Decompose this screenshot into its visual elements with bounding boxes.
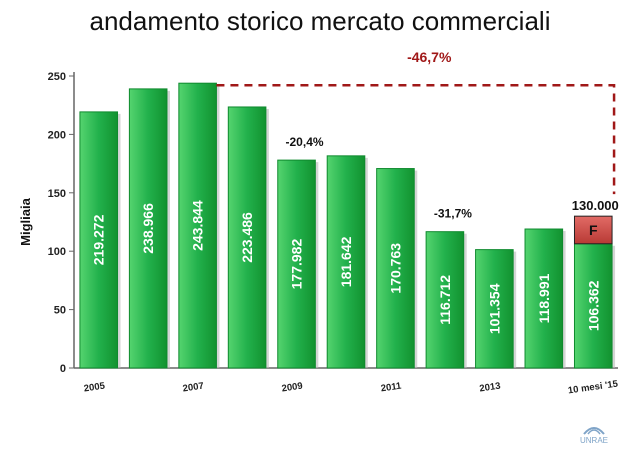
y-tick-label: 100 bbox=[48, 246, 66, 258]
x-tick-label: 2013 bbox=[479, 381, 501, 395]
x-tick-label: 2011 bbox=[380, 381, 403, 395]
forecast-total-label: 130.000 bbox=[572, 198, 619, 213]
bar bbox=[79, 111, 119, 369]
bar bbox=[376, 168, 415, 369]
y-tick-label: 50 bbox=[54, 305, 66, 317]
bar bbox=[227, 106, 267, 369]
bar bbox=[425, 231, 465, 369]
bar-value-label: 238.966 bbox=[140, 203, 156, 254]
bar-value-label: 223.486 bbox=[239, 212, 255, 263]
forecast-marker: F bbox=[589, 222, 598, 238]
bar bbox=[475, 249, 514, 369]
percent-change-dashed-line bbox=[216, 83, 616, 195]
y-tick-label: 250 bbox=[48, 71, 66, 83]
bar-value-label: 170.763 bbox=[387, 243, 403, 294]
bar bbox=[573, 243, 613, 369]
x-tick-label: 2009 bbox=[281, 381, 303, 395]
svg-text:UNRAE: UNRAE bbox=[580, 436, 608, 445]
percent-change-annotation: -31,7% bbox=[434, 207, 472, 221]
bar bbox=[524, 228, 564, 369]
x-tick-label: 2005 bbox=[83, 381, 106, 395]
bar bbox=[277, 159, 316, 369]
bar-value-label: 181.642 bbox=[338, 236, 354, 287]
bar-value-label: 219.272 bbox=[91, 214, 107, 265]
bar-value-label: 106.362 bbox=[585, 280, 601, 331]
y-axis-label: Migliaia bbox=[18, 197, 33, 245]
y-tick-label: 200 bbox=[48, 129, 66, 141]
percent-change-annotation: -46,7% bbox=[407, 49, 452, 65]
forecast-bar bbox=[573, 215, 613, 245]
bar bbox=[128, 88, 168, 369]
y-tick-label: 0 bbox=[60, 363, 66, 375]
x-tick-label: 10 mesi '15 bbox=[567, 378, 619, 396]
x-tick-label: 2007 bbox=[182, 381, 204, 395]
bar-value-label: 116.712 bbox=[437, 275, 453, 325]
bar-value-label: 101.354 bbox=[486, 283, 502, 334]
bar-value-label: 177.982 bbox=[289, 239, 305, 290]
bar bbox=[326, 155, 366, 369]
bar bbox=[178, 82, 217, 369]
y-tick-label: 150 bbox=[48, 188, 66, 200]
chart-title: andamento storico mercato commerciali bbox=[89, 6, 551, 36]
unrae-logo: UNRAE bbox=[580, 427, 608, 445]
bar-value-label: 118.991 bbox=[536, 273, 552, 323]
percent-change-annotation: -20,4% bbox=[286, 135, 324, 149]
bar-value-label: 243.844 bbox=[190, 200, 206, 251]
